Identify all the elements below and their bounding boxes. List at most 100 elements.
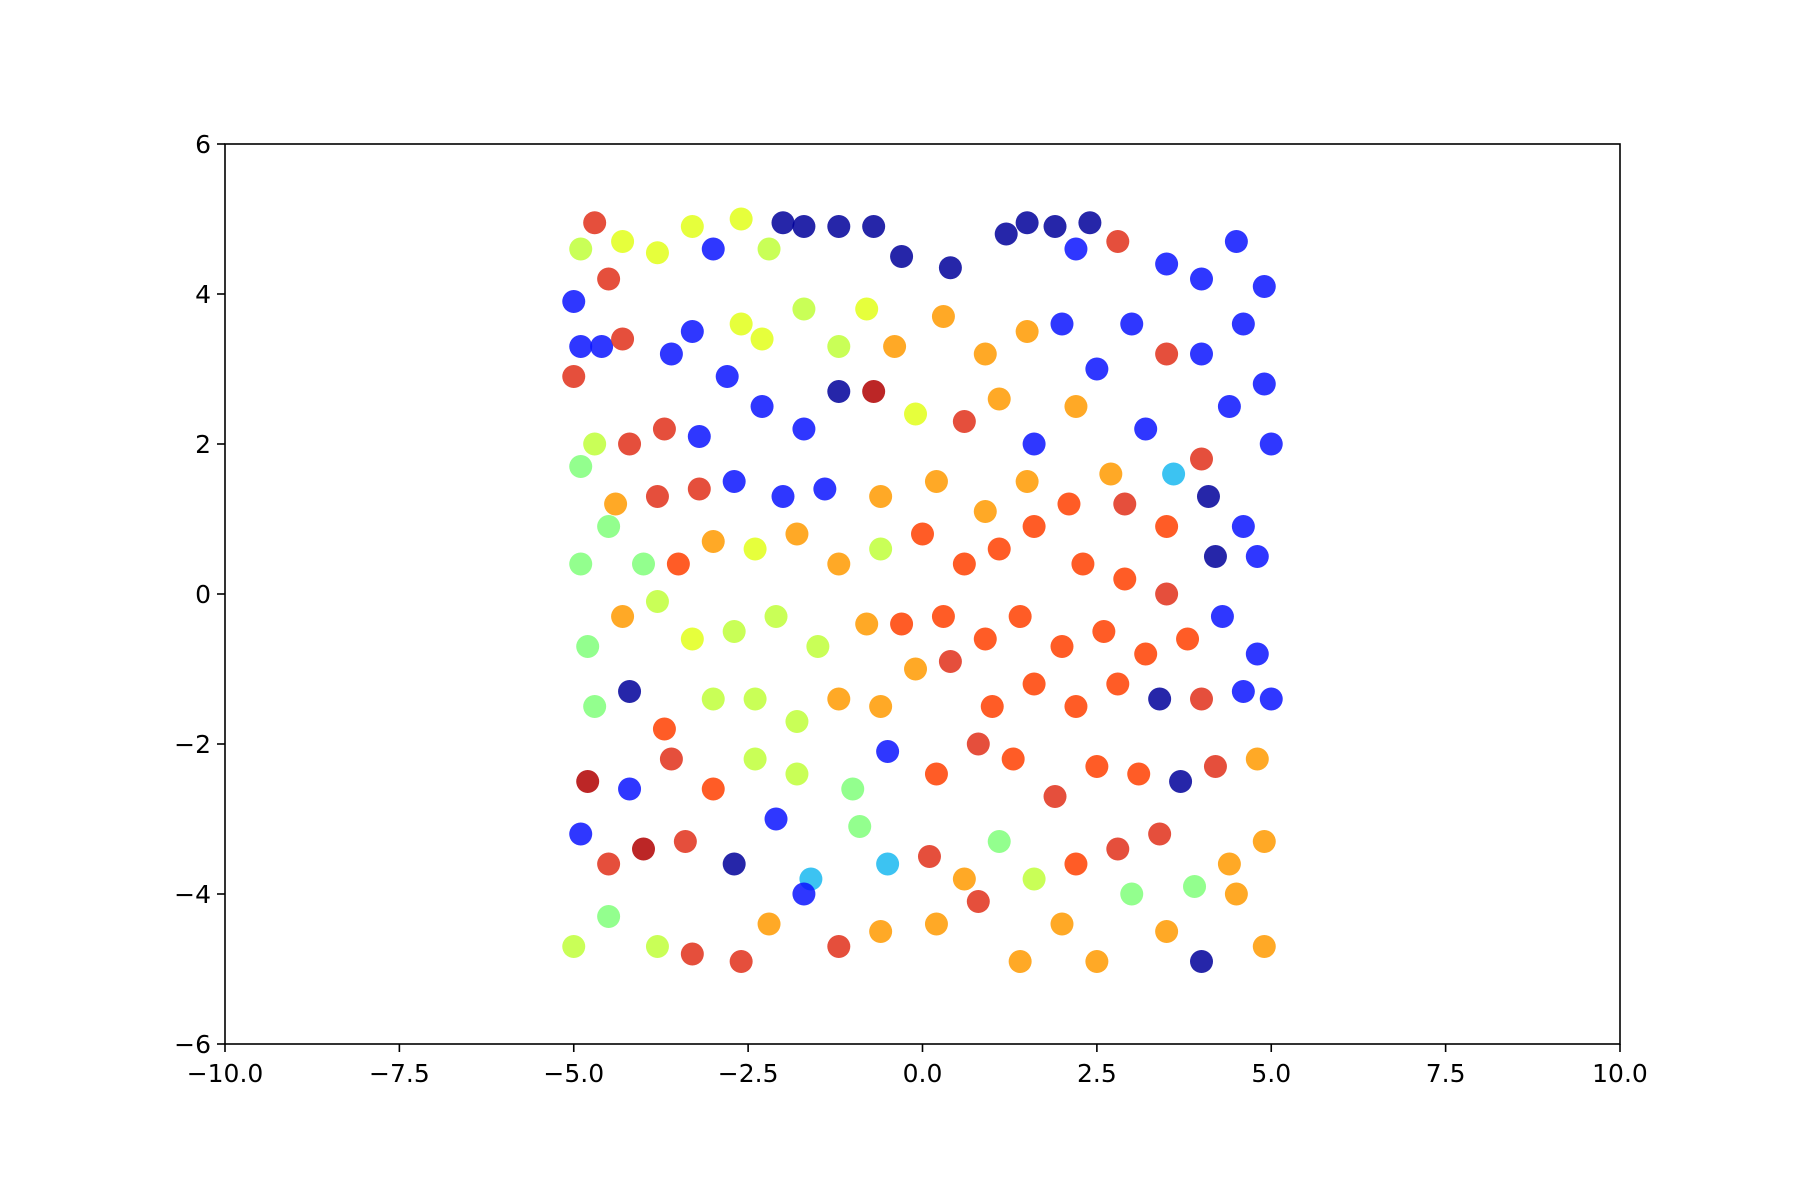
point <box>1092 620 1116 643</box>
point <box>952 410 976 433</box>
point <box>576 635 600 658</box>
point <box>827 935 851 958</box>
point <box>604 492 628 516</box>
point <box>1085 755 1109 778</box>
point <box>562 935 586 958</box>
point <box>1155 515 1179 538</box>
point <box>597 515 621 538</box>
point <box>1148 687 1172 711</box>
point <box>611 230 635 253</box>
point <box>987 537 1011 561</box>
point <box>1022 432 1046 456</box>
point <box>1022 515 1046 538</box>
point <box>1162 462 1186 486</box>
x-tick-label: −10.0 <box>187 1059 264 1088</box>
point <box>862 380 886 403</box>
point <box>562 290 586 313</box>
point <box>1176 627 1200 651</box>
x-tick-label: 2.5 <box>1077 1059 1117 1088</box>
point <box>1169 770 1193 793</box>
point <box>1245 747 1269 771</box>
point <box>966 732 990 756</box>
point <box>966 890 990 913</box>
point <box>785 710 809 733</box>
point <box>785 762 809 786</box>
point <box>869 920 893 943</box>
point <box>680 215 704 238</box>
point <box>938 650 962 673</box>
point <box>743 687 767 711</box>
plot-frame <box>224 143 1621 1045</box>
point <box>973 342 997 366</box>
point <box>645 935 669 958</box>
point <box>1064 395 1088 418</box>
point <box>729 950 753 973</box>
point <box>645 241 669 265</box>
y-tick-label: 0 <box>195 580 211 609</box>
point <box>1106 672 1130 696</box>
y-tick-label: −2 <box>174 730 211 759</box>
point <box>743 747 767 771</box>
point <box>987 387 1011 411</box>
point <box>757 912 781 936</box>
point <box>1190 447 1213 471</box>
point <box>1196 485 1220 508</box>
point <box>1252 372 1276 396</box>
point <box>1057 492 1081 516</box>
point <box>1015 470 1039 493</box>
point <box>869 485 893 508</box>
point <box>827 335 851 358</box>
x-tick-label: −5.0 <box>543 1059 604 1088</box>
point <box>952 867 976 891</box>
point <box>890 612 914 636</box>
point <box>652 717 676 741</box>
point <box>792 882 816 906</box>
point <box>827 552 851 576</box>
point <box>1050 635 1074 658</box>
point <box>980 695 1004 718</box>
point <box>911 522 934 546</box>
x-tick-label: −7.5 <box>369 1059 430 1088</box>
point <box>1106 837 1130 861</box>
point <box>1015 320 1039 343</box>
point <box>994 222 1018 246</box>
point <box>1155 252 1179 276</box>
point <box>569 552 593 576</box>
point <box>701 237 725 261</box>
point <box>583 211 607 235</box>
point <box>1134 642 1158 666</box>
point <box>1099 462 1123 486</box>
point <box>569 335 593 358</box>
point <box>987 830 1011 853</box>
point <box>576 770 600 793</box>
point <box>729 207 753 231</box>
point <box>848 815 872 838</box>
point <box>659 747 683 771</box>
x-tick-label: 7.5 <box>1426 1059 1466 1088</box>
point <box>659 342 683 366</box>
point <box>1148 822 1172 846</box>
x-tick-label: 5.0 <box>1251 1059 1291 1088</box>
point <box>813 477 837 501</box>
point <box>764 605 788 628</box>
point <box>652 417 676 441</box>
point <box>1071 552 1095 576</box>
point <box>1224 230 1248 253</box>
point <box>924 470 948 493</box>
y-tick-label: 6 <box>195 130 211 159</box>
point <box>862 215 886 238</box>
point <box>569 455 593 478</box>
point <box>1022 672 1046 696</box>
point <box>973 627 997 651</box>
point <box>1113 492 1137 516</box>
point <box>883 335 907 358</box>
point <box>1231 312 1255 336</box>
point <box>1120 882 1144 906</box>
point <box>855 297 879 321</box>
point <box>632 552 655 576</box>
point <box>827 687 851 711</box>
y-tick-label: −4 <box>174 880 211 909</box>
point <box>1085 357 1109 381</box>
point <box>1120 312 1144 336</box>
